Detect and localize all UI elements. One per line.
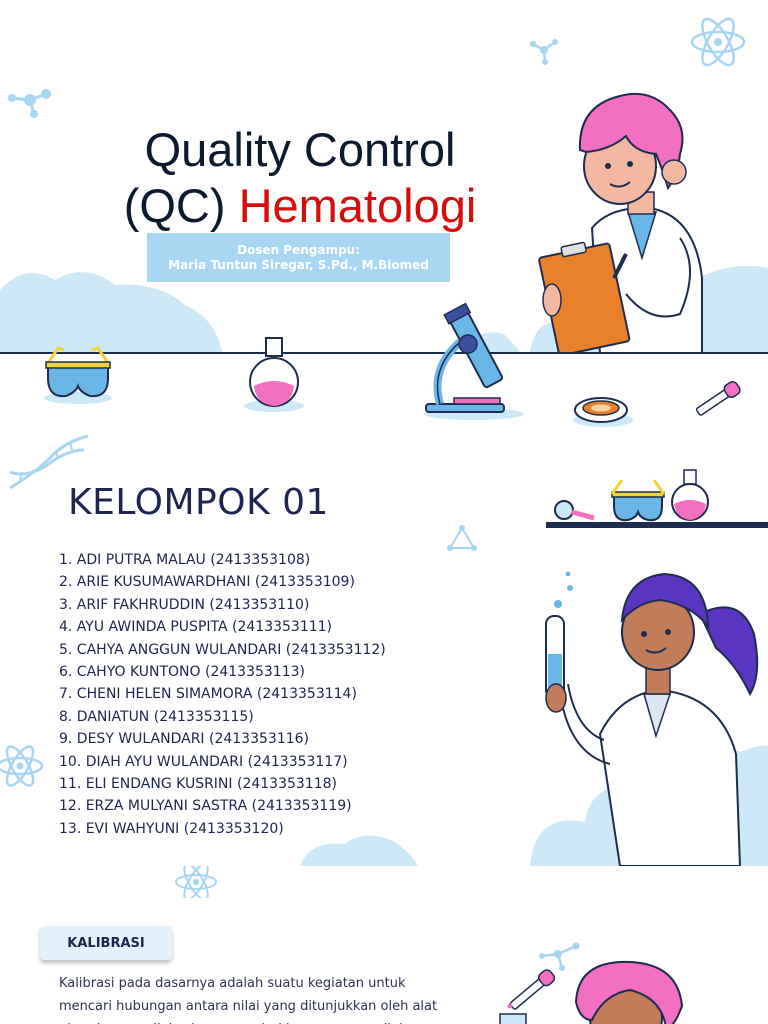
- calibration-slide: KALIBRASI Kalibrasi pada dasarnya adalah…: [0, 866, 768, 1024]
- list-item: 12. ERZA MULYANI SASTRA (2413353119): [59, 798, 352, 815]
- list-item: 3. ARIF FAKHRUDDIN (2413353110): [59, 596, 310, 613]
- title-slide: Quality Control (QC) Hematologi Dosen Pe…: [0, 0, 768, 432]
- lecturer-label: Dosen Pengampu:: [237, 242, 360, 257]
- list-item: 7. CHENI HELEN SIMAMORA (2413353114): [59, 686, 357, 703]
- flask-icon: [671, 469, 709, 521]
- dropper-icon: [499, 969, 556, 1024]
- list-item: 6. CAHYO KUNTONO (2413353113): [59, 664, 305, 681]
- title-highlight: Hematologi: [238, 179, 477, 232]
- list-item: 9. DESY WULANDARI (2413353116): [59, 731, 309, 748]
- lecturer-box: Dosen Pengampu: Maria Tuntun Siregar, S.…: [147, 233, 450, 282]
- list-item: 2. ARIE KUSUMAWARDHANI (2413353109): [59, 574, 355, 591]
- title-prefix: (QC): [123, 179, 226, 232]
- atom-icon: [0, 745, 44, 787]
- list-item: 11. ELI ENDANG KUSRINI (2413353118): [59, 776, 337, 793]
- list-item: 4. AYU AWINDA PUSPITA (2413353111): [59, 619, 332, 636]
- dna-icon: [9, 434, 89, 490]
- atom-icon: [690, 17, 746, 67]
- member-list: 1. ADI PUTRA MALAU (2413353108) 2. ARIE …: [59, 549, 386, 840]
- microscope-icon: [424, 302, 524, 420]
- scientist-illustration: [545, 571, 759, 866]
- list-item: 5. CAHYA ANGGUN WULANDARI (2413353112): [59, 641, 386, 658]
- list-item: 8. DANIATUN (2413353115): [59, 708, 254, 725]
- scientist-illustration: [574, 960, 684, 1024]
- page-title: Quality Control (QC) Hematologi: [100, 122, 500, 234]
- dropper-icon: [695, 380, 741, 416]
- magnifier-icon: [554, 500, 595, 521]
- flask-icon: [244, 337, 304, 412]
- molecule-icon: [447, 525, 477, 551]
- safety-goggles-icon: [610, 479, 666, 522]
- section-badge: KALIBRASI: [40, 926, 172, 960]
- molecule-icon: [530, 39, 558, 65]
- atom-icon: [175, 866, 217, 898]
- shelf-line: [0, 352, 768, 354]
- list-item: 1. ADI PUTRA MALAU (2413353108): [59, 552, 311, 568]
- group-slide: KELOMPOK 01 1. ADI PUTRA MALAU (24133531…: [0, 432, 768, 866]
- title-line-2: (QC) Hematologi: [100, 178, 500, 234]
- title-line-1: Quality Control: [144, 123, 456, 176]
- group-heading: KELOMPOK 01: [68, 482, 329, 523]
- molecule-icon: [8, 89, 51, 118]
- calibration-paragraph: Kalibrasi pada dasarnya adalah suatu keg…: [59, 976, 438, 1024]
- lecturer-name: Maria Tuntun Siregar, S.Pd., M.Biomed: [168, 257, 429, 272]
- molecule-icon: [539, 942, 580, 971]
- list-item: 10. DIAH AYU WULANDARI (2413353117): [59, 753, 348, 770]
- safety-goggles-icon: [44, 346, 112, 404]
- petri-dish-icon: [573, 397, 633, 427]
- scientist-illustration: [538, 92, 703, 354]
- list-item: 13. EVI WAHYUNI (2413353120): [59, 820, 284, 837]
